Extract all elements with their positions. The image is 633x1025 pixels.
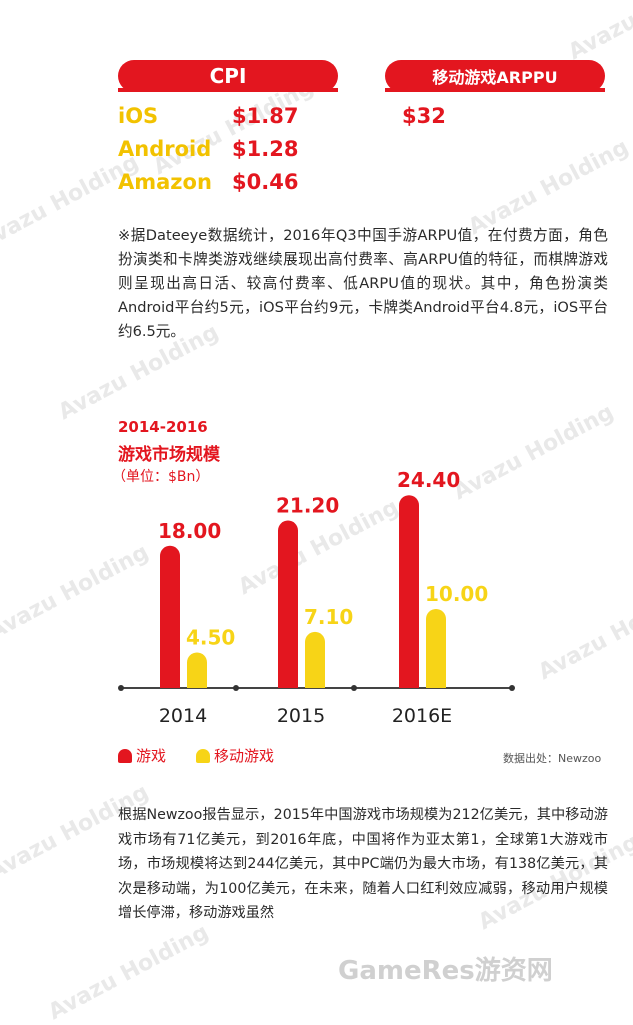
- cpi-row-ios: iOS $1.87: [118, 104, 298, 128]
- cpi-value: $1.87: [232, 104, 299, 128]
- bar-mobile: [305, 631, 325, 688]
- newzoo-paragraph: 根据Newzoo报告显示，2015年中国游戏市场规模为212亿美元，其中移动游戏…: [118, 807, 608, 921]
- axis-tick-dot: [118, 685, 124, 691]
- arppu-underline: [385, 88, 605, 92]
- bar-mobile: [426, 609, 446, 688]
- cpi-value: $1.28: [232, 137, 299, 161]
- axis-tick-dot: [233, 685, 239, 691]
- data-label: 10.00: [425, 582, 488, 606]
- chart-title: 游戏市场规模: [118, 445, 220, 465]
- bar-mobile: [187, 652, 207, 688]
- data-label: 7.10: [304, 605, 353, 629]
- data-label: 21.20: [276, 494, 339, 518]
- legend-item-mobile: 移动游戏: [196, 745, 274, 766]
- axis-tick-dot: [351, 685, 357, 691]
- axis-tick-dot: [509, 685, 515, 691]
- x-tick-label: 2015: [277, 705, 325, 727]
- data-label: 18.00: [158, 519, 221, 543]
- chart-source: 数据出处：Newzoo: [503, 752, 602, 765]
- arppu-value: $32: [402, 104, 446, 128]
- cpi-platform: Amazon: [118, 170, 212, 194]
- bar-games: [278, 520, 298, 688]
- legend-swatch-games: [118, 748, 132, 763]
- cpi-label: CPI: [209, 64, 247, 88]
- bar-games: [399, 495, 419, 688]
- cpi-platform: Android: [118, 137, 212, 161]
- x-tick-label: 2016E: [392, 705, 452, 727]
- site-watermark: GameRes游资网: [338, 956, 553, 986]
- data-label: 24.40: [397, 468, 460, 492]
- cpi-underline: [118, 88, 338, 92]
- cpi-platform: iOS: [118, 104, 159, 128]
- legend-swatch-mobile: [196, 748, 210, 763]
- legend-item-games: 游戏: [118, 745, 166, 766]
- arppu-label: 移动游戏ARPPU: [432, 68, 558, 87]
- market-size-chart: 18.00 21.20 24.40 4.50 7.10 10.00 2014 2015 2016…: [118, 468, 515, 727]
- cpi-row-amazon: Amazon $0.46: [118, 170, 298, 194]
- data-label: 4.50: [186, 625, 235, 649]
- chart-title-years: 2014-2016: [118, 418, 208, 436]
- cpi-value: $0.46: [232, 170, 299, 194]
- legend-label: 游戏: [136, 747, 167, 765]
- cpi-header: CPI: [118, 60, 338, 92]
- arppu-value-text: $32: [402, 104, 446, 128]
- legend-label: 移动游戏: [214, 747, 275, 765]
- dateeye-note: ※据Dateeye数据统计，2016年Q3中国手游ARPU值，在付费方面，角色扮…: [118, 227, 608, 340]
- cpi-row-android: Android $1.28: [118, 137, 298, 161]
- bar-games: [160, 545, 180, 688]
- x-tick-label: 2014: [159, 705, 207, 727]
- chart-unit: （单位：$Bn）: [112, 469, 210, 485]
- arppu-header: 移动游戏ARPPU: [385, 60, 605, 92]
